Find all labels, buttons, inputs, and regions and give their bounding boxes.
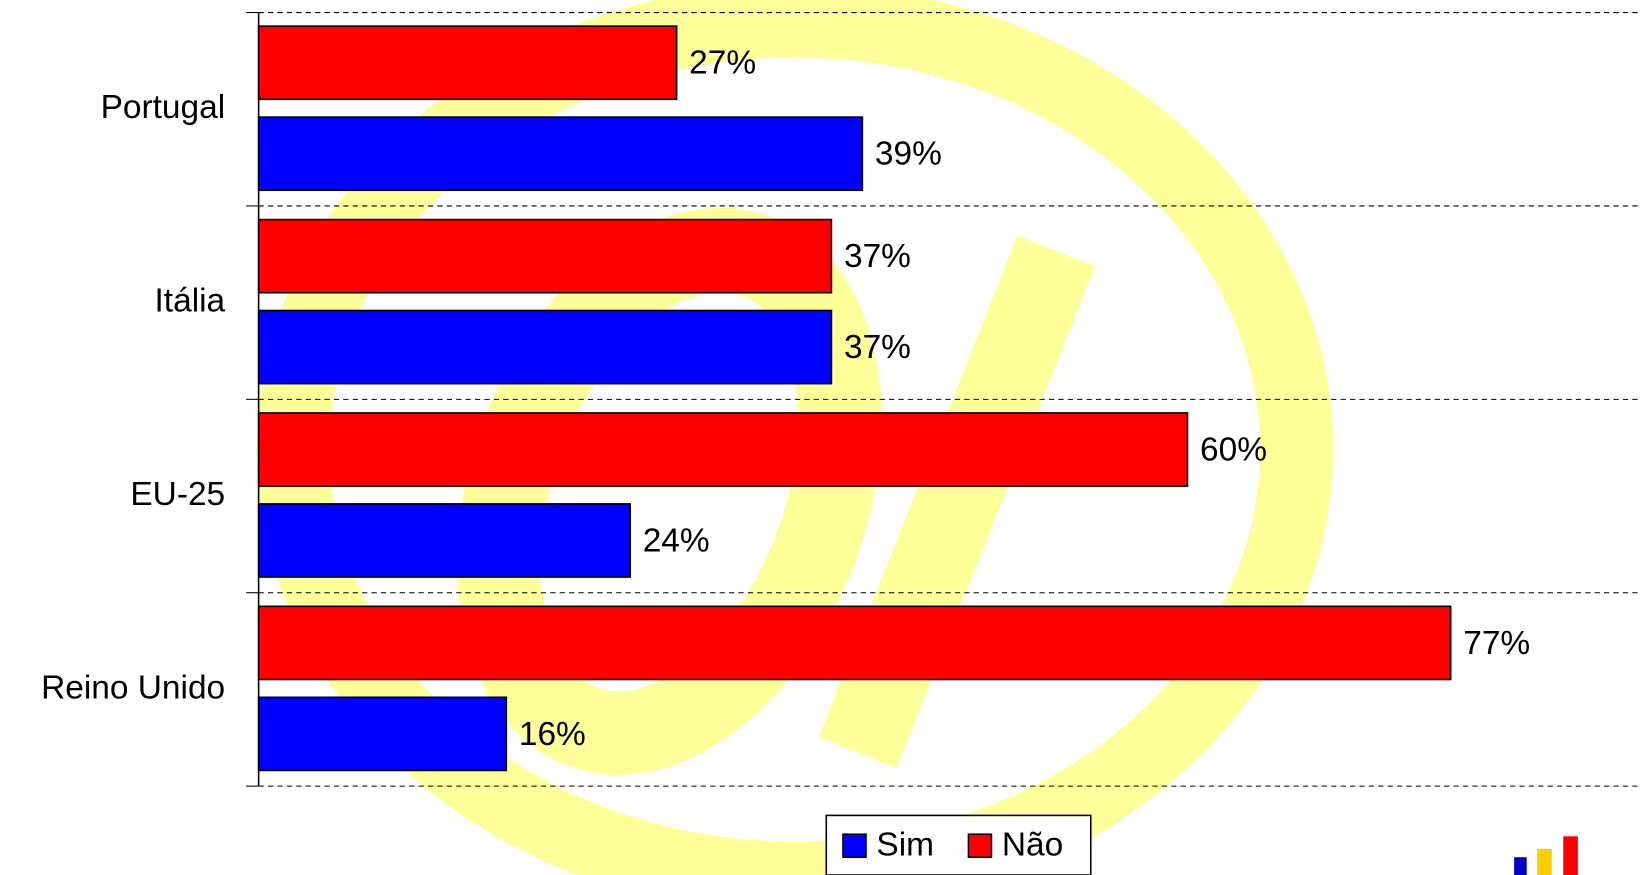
bar: [259, 697, 507, 770]
category-label: Reino Unido: [41, 669, 225, 706]
bar: [259, 310, 832, 383]
value-label: 37%: [844, 329, 911, 366]
value-label: 24%: [643, 522, 710, 559]
legend-swatch: [968, 834, 991, 857]
value-label: 77%: [1463, 625, 1530, 662]
bar: [259, 413, 1188, 486]
category-label: EU-25: [130, 476, 225, 513]
value-label: 16%: [519, 716, 586, 753]
watermark-mask: [0, 0, 42, 875]
legend-label: Não: [1002, 827, 1063, 864]
logo-bar: [1514, 857, 1527, 875]
category-label: Portugal: [101, 89, 226, 126]
bar: [259, 504, 631, 577]
logo-bar: [1537, 849, 1552, 875]
chart: Portugal 27% 39% Itália 37% 37% EU-25 60% 24% Rei…: [0, 0, 1640, 875]
bar: [259, 606, 1451, 679]
logo: [1514, 836, 1578, 875]
bar: [259, 26, 677, 99]
page: Portugal 27% 39% Itália 37% 37% EU-25 60% 24% Rei…: [0, 0, 1640, 875]
legend-label: Sim: [876, 827, 934, 864]
bar: [259, 117, 863, 190]
bar: [259, 220, 832, 293]
legend-swatch: [843, 834, 866, 857]
category-label: Itália: [155, 282, 226, 319]
logo-bar: [1563, 836, 1578, 875]
value-label: 39%: [875, 136, 942, 173]
value-label: 27%: [689, 45, 756, 82]
value-label: 60%: [1200, 431, 1267, 468]
value-label: 37%: [844, 238, 911, 275]
